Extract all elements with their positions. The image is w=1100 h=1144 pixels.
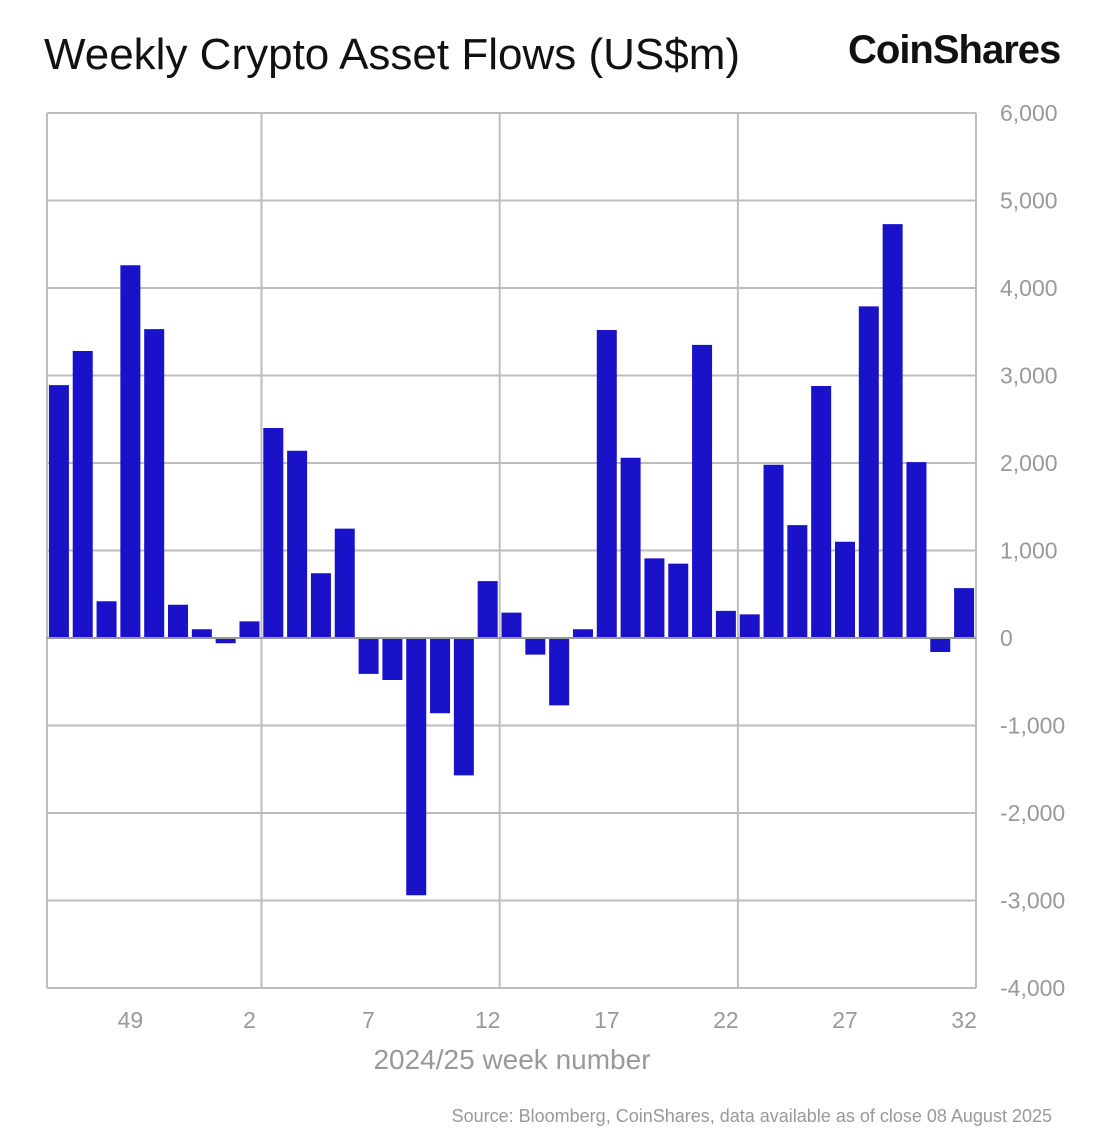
bar-week-24 xyxy=(763,464,784,638)
bar-week-23 xyxy=(739,614,760,638)
y-tick-label: -3,000 xyxy=(1000,888,1065,914)
bar-week-26 xyxy=(811,386,832,638)
bar-week-20 xyxy=(668,563,689,638)
bar-week-2 xyxy=(239,621,260,638)
bar-week-47 xyxy=(72,351,93,638)
bar-week-29 xyxy=(882,224,903,638)
y-tick-label: -2,000 xyxy=(1000,800,1065,826)
bar-week-16 xyxy=(572,629,593,638)
y-tick-label: 0 xyxy=(1000,625,1013,651)
bar-week-18 xyxy=(620,457,641,638)
bar-week-21 xyxy=(692,344,713,638)
bar-week-3 xyxy=(263,428,284,638)
y-tick-label: 4,000 xyxy=(1000,275,1058,301)
bar-week-22 xyxy=(715,610,736,638)
bar-week-46 xyxy=(48,385,69,638)
bar-week-14 xyxy=(525,638,546,655)
bar-week-51 xyxy=(168,604,189,638)
bar-week-5 xyxy=(310,573,331,638)
x-tick-label: 22 xyxy=(713,1007,739,1033)
x-axis-label: 2024/25 week number xyxy=(373,1044,650,1075)
bar-week-49 xyxy=(120,265,141,638)
bar-week-31 xyxy=(930,638,951,652)
bar-week-28 xyxy=(858,306,879,638)
bar-week-17 xyxy=(596,330,617,638)
bar-week-48 xyxy=(96,601,117,638)
bar-week-10 xyxy=(430,638,451,714)
bar-week-52 xyxy=(191,629,212,638)
y-tick-label: -1,000 xyxy=(1000,713,1065,739)
y-tick-label: -4,000 xyxy=(1000,975,1065,1001)
y-tick-label: 2,000 xyxy=(1000,450,1058,476)
bar-week-4 xyxy=(287,450,308,638)
bar-week-13 xyxy=(501,612,522,638)
coinshares-logo: CoinShares xyxy=(848,28,1061,72)
bar-week-9 xyxy=(406,638,427,896)
bar-week-19 xyxy=(644,558,665,638)
bar-week-27 xyxy=(834,541,855,638)
bar-week-50 xyxy=(144,329,165,638)
bar-week-32 xyxy=(954,588,975,638)
x-tick-label: 2 xyxy=(243,1007,256,1033)
x-tick-label: 27 xyxy=(832,1007,858,1033)
bar-week-25 xyxy=(787,525,808,638)
x-tick-label: 12 xyxy=(475,1007,501,1033)
bar-week-6 xyxy=(334,528,355,638)
x-tick-label: 49 xyxy=(118,1007,144,1033)
bar-week-11 xyxy=(453,638,474,776)
y-tick-label: 5,000 xyxy=(1000,188,1058,214)
bar-week-12 xyxy=(477,581,498,638)
y-tick-label: 1,000 xyxy=(1000,538,1058,564)
bar-week-1 xyxy=(215,638,236,644)
x-tick-label: 7 xyxy=(362,1007,375,1033)
bar-week-30 xyxy=(906,462,927,638)
x-tick-label: 17 xyxy=(594,1007,620,1033)
y-tick-label: 3,000 xyxy=(1000,363,1058,389)
bar-week-7 xyxy=(358,638,379,674)
chart-title: Weekly Crypto Asset Flows (US$m) xyxy=(44,30,741,79)
source-note: Source: Bloomberg, CoinShares, data avai… xyxy=(451,1106,1052,1126)
y-tick-label: 6,000 xyxy=(1000,100,1058,126)
bar-week-15 xyxy=(549,638,570,706)
x-tick-label: 32 xyxy=(951,1007,977,1033)
bar-week-8 xyxy=(382,638,403,680)
